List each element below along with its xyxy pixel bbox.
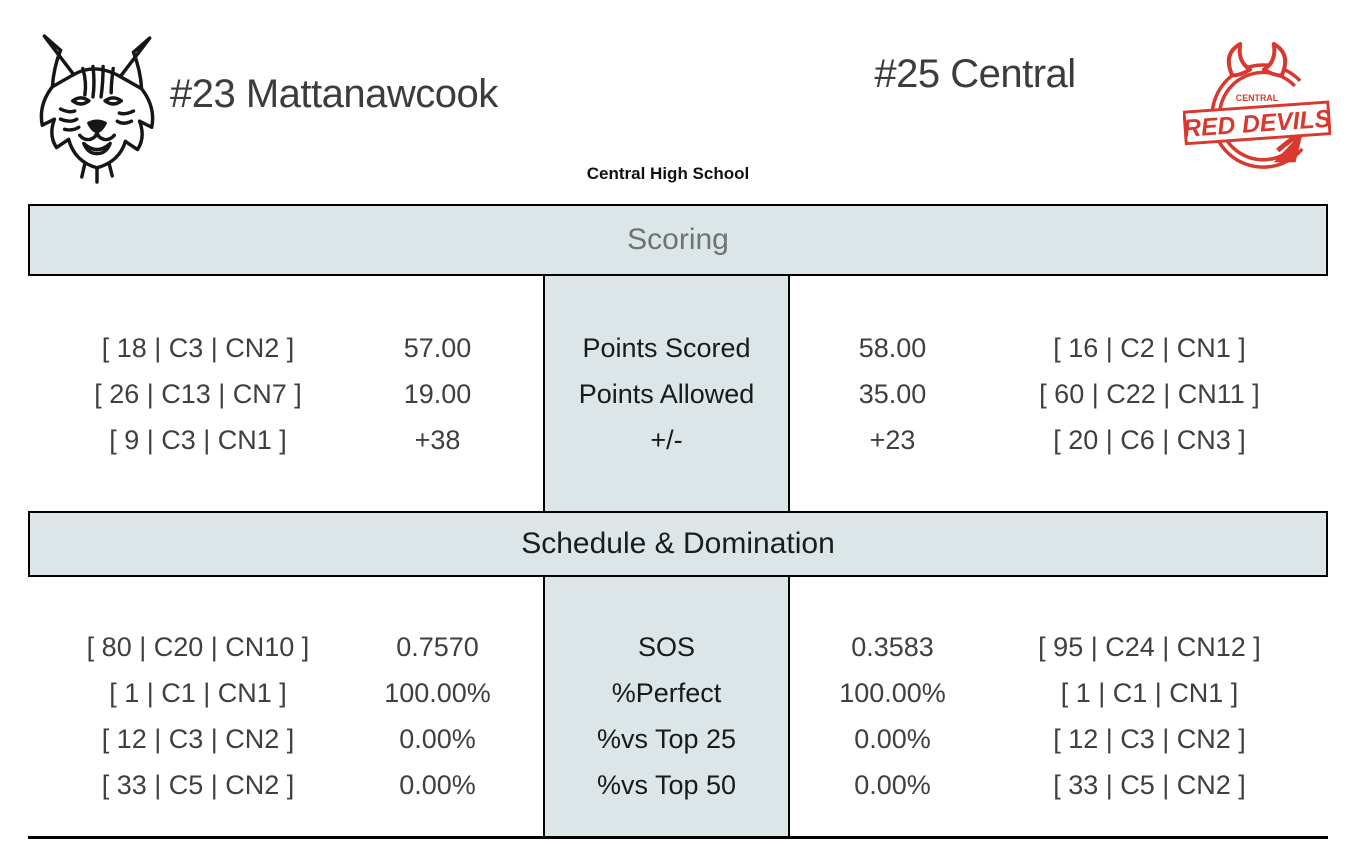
schedule-right-values: 0.3583 100.00% 0.00% 0.00% [790,595,995,836]
value-cell: +38 [414,425,461,455]
rank-cell: [ 80 | C20 | CN10 ] [86,631,310,662]
value-cell: 57.00 [403,333,472,363]
logo-central-text: CENTRAL [1236,93,1279,103]
rank-cell: [ 12 | C3 | CN2 ] [1053,723,1246,754]
value-cell: +23 [869,425,916,455]
value-cell: 0.00% [399,723,476,754]
scoring-section: [ 18 | C3 | CN2 ] [ 26 | C13 | CN7 ] [ 9… [28,277,1328,511]
rank-cell: [ 12 | C3 | CN2 ] [101,723,295,754]
rank-cell: [ 26 | C13 | CN7 ] [94,379,302,409]
rank-cell: [ 33 | C5 | CN2 ] [1053,769,1246,800]
rank-cell: [ 18 | C3 | CN2 ] [101,333,295,363]
value-cell: 0.7570 [396,631,479,662]
value-cell: 100.00% [839,677,946,708]
value-cell: 100.00% [384,677,491,708]
value-cell: 0.00% [854,723,931,754]
value-cell: 0.00% [399,769,476,800]
rank-cell: [ 95 | C24 | CN12 ] [1038,631,1261,662]
scoring-left-values: 57.00 19.00 +38 [368,277,543,511]
metric-label: Points Scored [582,333,751,363]
scoring-right-values: 58.00 35.00 +23 [790,277,995,511]
right-team-title: #25 Central [874,52,1076,96]
schedule-left-values: 0.7570 100.00% 0.00% 0.00% [368,595,543,836]
rank-cell: [ 20 | C6 | CN3 ] [1053,425,1246,455]
red-devils-logo: CENTRAL RED DEVILS [1182,40,1332,188]
bottom-border [28,836,1328,839]
metric-label: Points Allowed [578,379,755,409]
metric-label: %vs Top 25 [596,723,737,754]
value-cell: 0.00% [854,769,931,800]
metric-label: %vs Top 50 [596,769,737,800]
rank-cell: [ 60 | C22 | CN11 ] [1039,379,1260,409]
metric-label: %Perfect [611,677,722,708]
rank-cell: [ 16 | C2 | CN1 ] [1053,333,1246,363]
schedule-metric-labels: SOS %Perfect %vs Top 25 %vs Top 50 [543,595,790,836]
school-subtitle: Central High School [586,164,750,183]
lynx-mascot-icon [39,34,155,184]
schedule-right-ranks: [ 95 | C24 | CN12 ] [ 1 | C1 | CN1 ] [ 1… [995,595,1328,836]
rank-cell: [ 1 | C1 | CN1 ] [1060,677,1239,708]
value-cell: 19.00 [403,379,472,409]
value-cell: 35.00 [858,379,927,409]
schedule-left-ranks: [ 80 | C20 | CN10 ] [ 1 | C1 | CN1 ] [ 1… [28,595,368,836]
value-cell: 58.00 [858,333,927,363]
schedule-title: Schedule & Domination [521,527,835,560]
scoring-left-ranks: [ 18 | C3 | CN2 ] [ 26 | C13 | CN7 ] [ 9… [28,277,368,511]
rank-cell: [ 9 | C3 | CN1 ] [109,425,287,455]
rank-cell: [ 33 | C5 | CN2 ] [101,769,295,800]
scoring-right-ranks: [ 16 | C2 | CN1 ] [ 60 | C22 | CN11 ] [ … [995,277,1328,511]
lynx-logo [26,32,168,184]
scoring-metric-labels: Points Scored Points Allowed +/- [543,277,790,511]
scoring-section-header: Scoring [28,204,1328,276]
left-team-title: #23 Mattanawcook [170,72,498,116]
scoring-title: Scoring [627,223,729,256]
schedule-section-header: Schedule & Domination [28,511,1328,577]
metric-label: SOS [637,631,696,662]
schedule-section: [ 80 | C20 | CN10 ] [ 1 | C1 | CN1 ] [ 1… [28,577,1328,836]
rank-cell: [ 1 | C1 | CN1 ] [109,677,287,708]
value-cell: 0.3583 [851,631,934,662]
red-devils-mascot-icon: CENTRAL RED DEVILS [1182,41,1332,169]
metric-label: +/- [650,425,683,455]
